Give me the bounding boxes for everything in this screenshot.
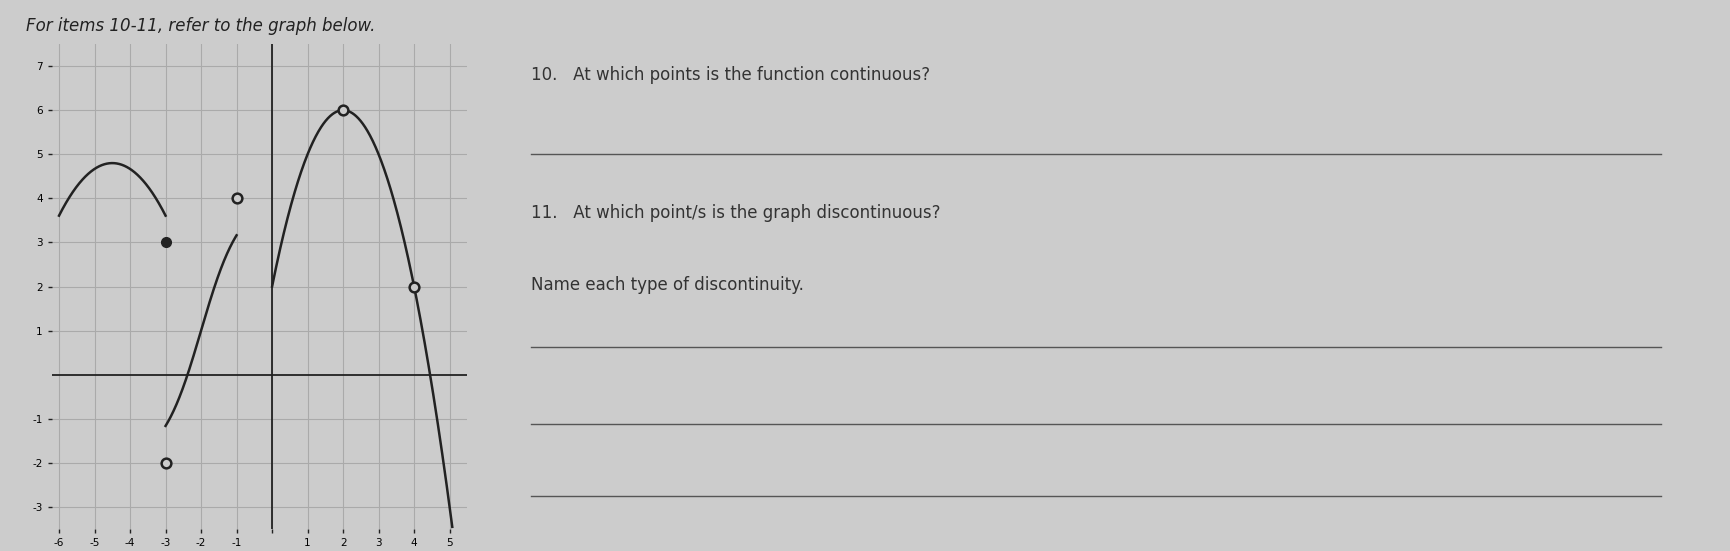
Text: Name each type of discontinuity.: Name each type of discontinuity. xyxy=(531,276,803,294)
Text: 10.   At which points is the function continuous?: 10. At which points is the function cont… xyxy=(531,66,929,84)
Text: 11.   At which point/s is the graph discontinuous?: 11. At which point/s is the graph discon… xyxy=(531,204,939,222)
Text: For items 10-11, refer to the graph below.: For items 10-11, refer to the graph belo… xyxy=(26,17,375,35)
